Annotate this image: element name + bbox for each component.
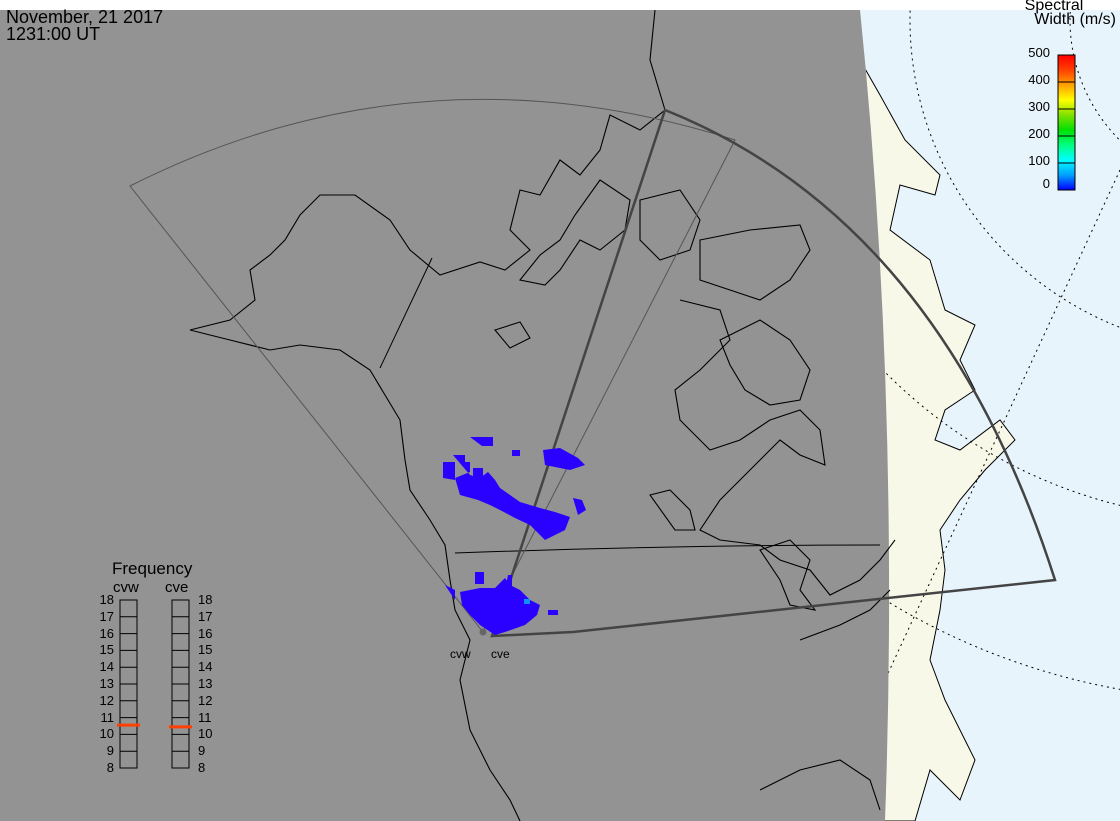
date-label: November, 21 2017 (6, 7, 164, 27)
frequency-tick: 13 (99, 676, 114, 691)
frequency-tick: 18 (99, 592, 114, 607)
frequency-tick: 11 (100, 709, 115, 725)
colorbar-tick: 100 (1028, 153, 1050, 168)
cvw-site-marker[interactable] (479, 628, 487, 636)
colorbar-tick: 300 (1028, 99, 1050, 114)
time-label: 1231:00 UT (6, 24, 101, 44)
colorbar-title-2: Width (m/s) (1034, 11, 1116, 28)
colorbar-tick: 0 (1042, 176, 1050, 191)
colorbar-title-1: Spectral (1024, 0, 1084, 14)
colorbar-tick: 200 (1028, 126, 1050, 141)
frequency-tick: 11 (198, 709, 212, 725)
colorbar-tick: 400 (1028, 72, 1050, 87)
colorbar-gradient (1057, 54, 1076, 191)
cve-site-label: cve (491, 647, 510, 661)
cve-fov (490, 108, 1057, 638)
frequency-tick: 15 (99, 642, 114, 658)
frequency-tick: 15 (198, 642, 213, 658)
frequency-tick: 9 (198, 743, 206, 759)
frequency-tick: 10 (198, 726, 213, 742)
frequency-tick: 16 (198, 625, 213, 641)
frequency-tick: 12 (198, 692, 213, 708)
frequency-tick: 18 (198, 592, 213, 607)
frequency-panel (117, 599, 192, 769)
frequency-tick: 8 (106, 760, 114, 775)
frequency-tick: 12 (99, 692, 114, 708)
frequency-radar-label: cve (165, 579, 189, 596)
cvw-site-label: cvw (450, 647, 471, 661)
frequency-tick: 9 (106, 743, 114, 759)
political-borders (379, 257, 881, 554)
frequency-tick: 8 (198, 760, 206, 775)
frequency-radar-label: cvw (113, 579, 139, 596)
night-terminator (0, 10, 890, 821)
scatter-cells (443, 437, 586, 635)
colorbar (1057, 54, 1076, 191)
frequency-title: Frequency (112, 559, 193, 578)
colorbar-tick: 500 (1028, 45, 1050, 60)
frequency-tick: 10 (99, 726, 114, 742)
frequency-tick: 17 (198, 608, 213, 624)
frequency-tick: 16 (99, 625, 114, 641)
frequency-tick: 14 (99, 659, 114, 675)
coastlines (189, 9, 896, 821)
frequency-tick: 17 (99, 608, 114, 624)
land-east-coast (860, 58, 1016, 821)
frequency-tick: 14 (198, 659, 213, 675)
frequency-tick: 13 (198, 676, 213, 691)
scatter-cell-light (524, 599, 530, 604)
